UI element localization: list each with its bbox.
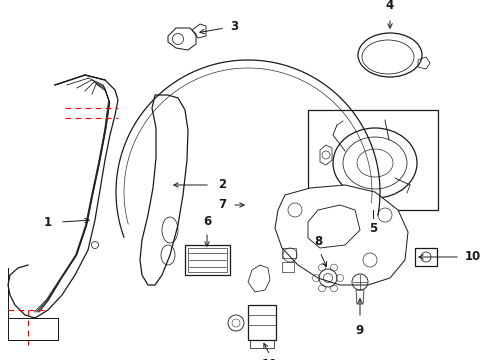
Text: 2: 2 (218, 179, 225, 192)
Text: 8: 8 (313, 235, 322, 248)
Text: 4: 4 (385, 0, 393, 12)
Bar (247, 305, 275, 340)
Text: 10: 10 (464, 251, 480, 264)
Bar (414, 248, 436, 266)
Text: 9: 9 (355, 324, 364, 337)
Text: 6: 6 (203, 215, 211, 228)
Text: 1: 1 (44, 216, 52, 229)
Bar (184, 245, 229, 275)
Text: 5: 5 (368, 222, 376, 235)
Text: 11: 11 (262, 358, 278, 360)
Bar (249, 340, 273, 348)
Text: 3: 3 (229, 19, 238, 32)
Bar (282, 262, 293, 272)
Bar (307, 110, 437, 210)
Bar (282, 248, 295, 258)
Polygon shape (274, 185, 407, 285)
Bar (187, 248, 226, 272)
Text: 7: 7 (218, 198, 225, 211)
